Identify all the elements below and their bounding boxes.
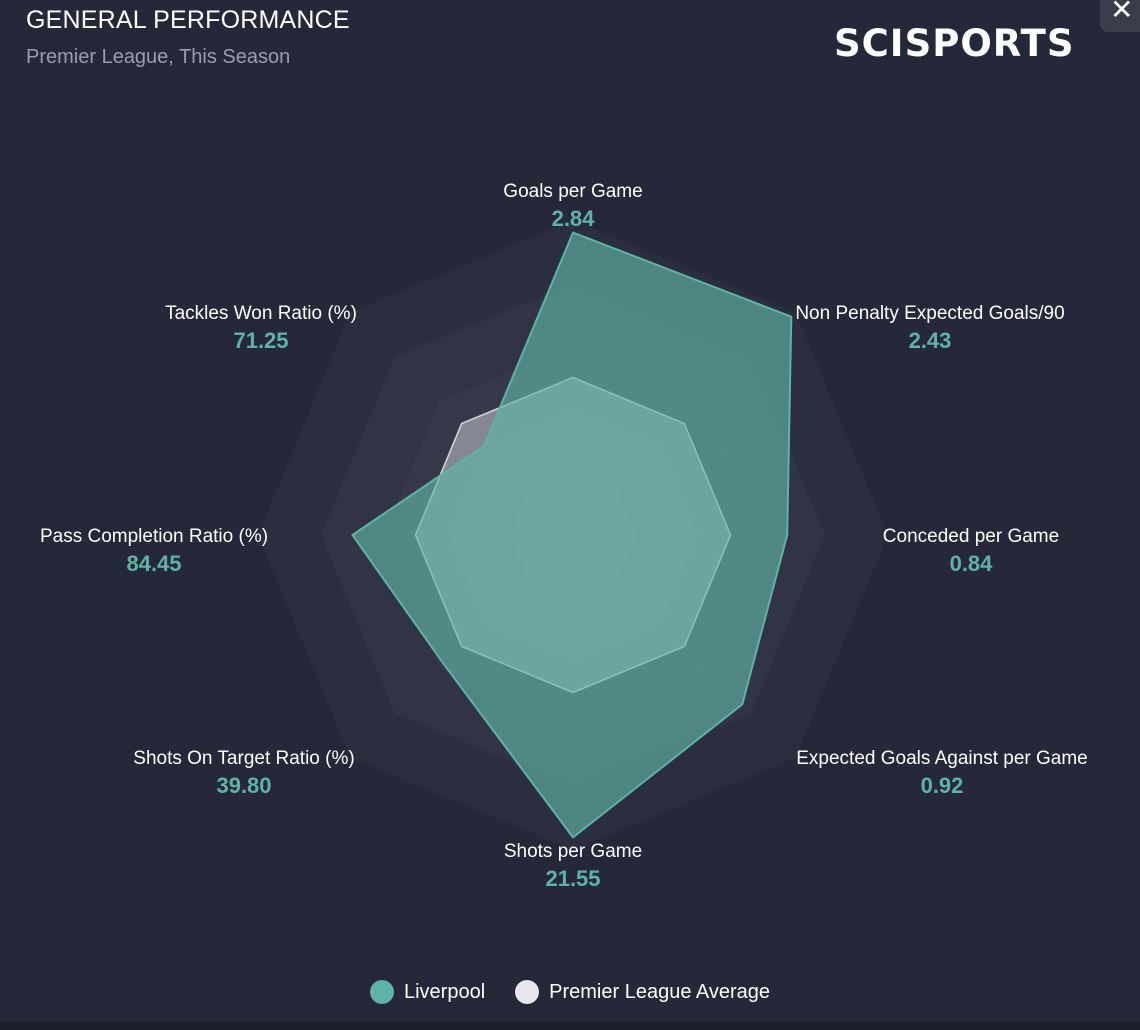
legend-item-average[interactable]: Premier League Average	[515, 980, 770, 1004]
axis-value-7: 71.25	[233, 328, 288, 353]
axis-value-3: 0.92	[921, 773, 964, 798]
axis-label-6: Pass Completion Ratio (%)	[40, 526, 268, 547]
axis-label-5: Shots On Target Ratio (%)	[133, 748, 354, 769]
legend-item-liverpool[interactable]: Liverpool	[369, 980, 486, 1004]
axis-label-4: Shots per Game	[504, 841, 642, 862]
axis-label-3: Expected Goals Against per Game	[796, 748, 1088, 769]
axis-value-2: 0.84	[950, 551, 994, 576]
axis-label-1: Non Penalty Expected Goals/90	[795, 303, 1064, 324]
axis-value-0: 2.84	[552, 206, 596, 231]
brand-logo: SCISPORTS	[834, 22, 1075, 65]
axis-value-5: 39.80	[216, 773, 271, 798]
legend-swatch-liverpool	[369, 980, 394, 1004]
chart-legend: Liverpool Premier League Average	[0, 980, 1140, 1004]
bottom-bar	[0, 1022, 1140, 1030]
axis-value-1: 2.43	[909, 328, 952, 353]
close-button[interactable]: ✕	[1100, 0, 1140, 32]
axis-label-2: Conceded per Game	[883, 526, 1059, 547]
page-subtitle: Premier League, This Season	[26, 46, 291, 68]
series-liverpool-area	[351, 231, 793, 839]
legend-swatch-average	[515, 980, 540, 1004]
legend-label-liverpool: Liverpool	[403, 980, 486, 1003]
axis-label-7: Tackles Won Ratio (%)	[165, 303, 357, 324]
axis-value-4: 21.55	[545, 866, 600, 891]
axis-label-0: Goals per Game	[503, 181, 642, 202]
axis-value-6: 84.45	[126, 551, 181, 576]
page-title: GENERAL PERFORMANCE	[26, 6, 350, 34]
legend-label-average: Premier League Average	[549, 980, 771, 1003]
